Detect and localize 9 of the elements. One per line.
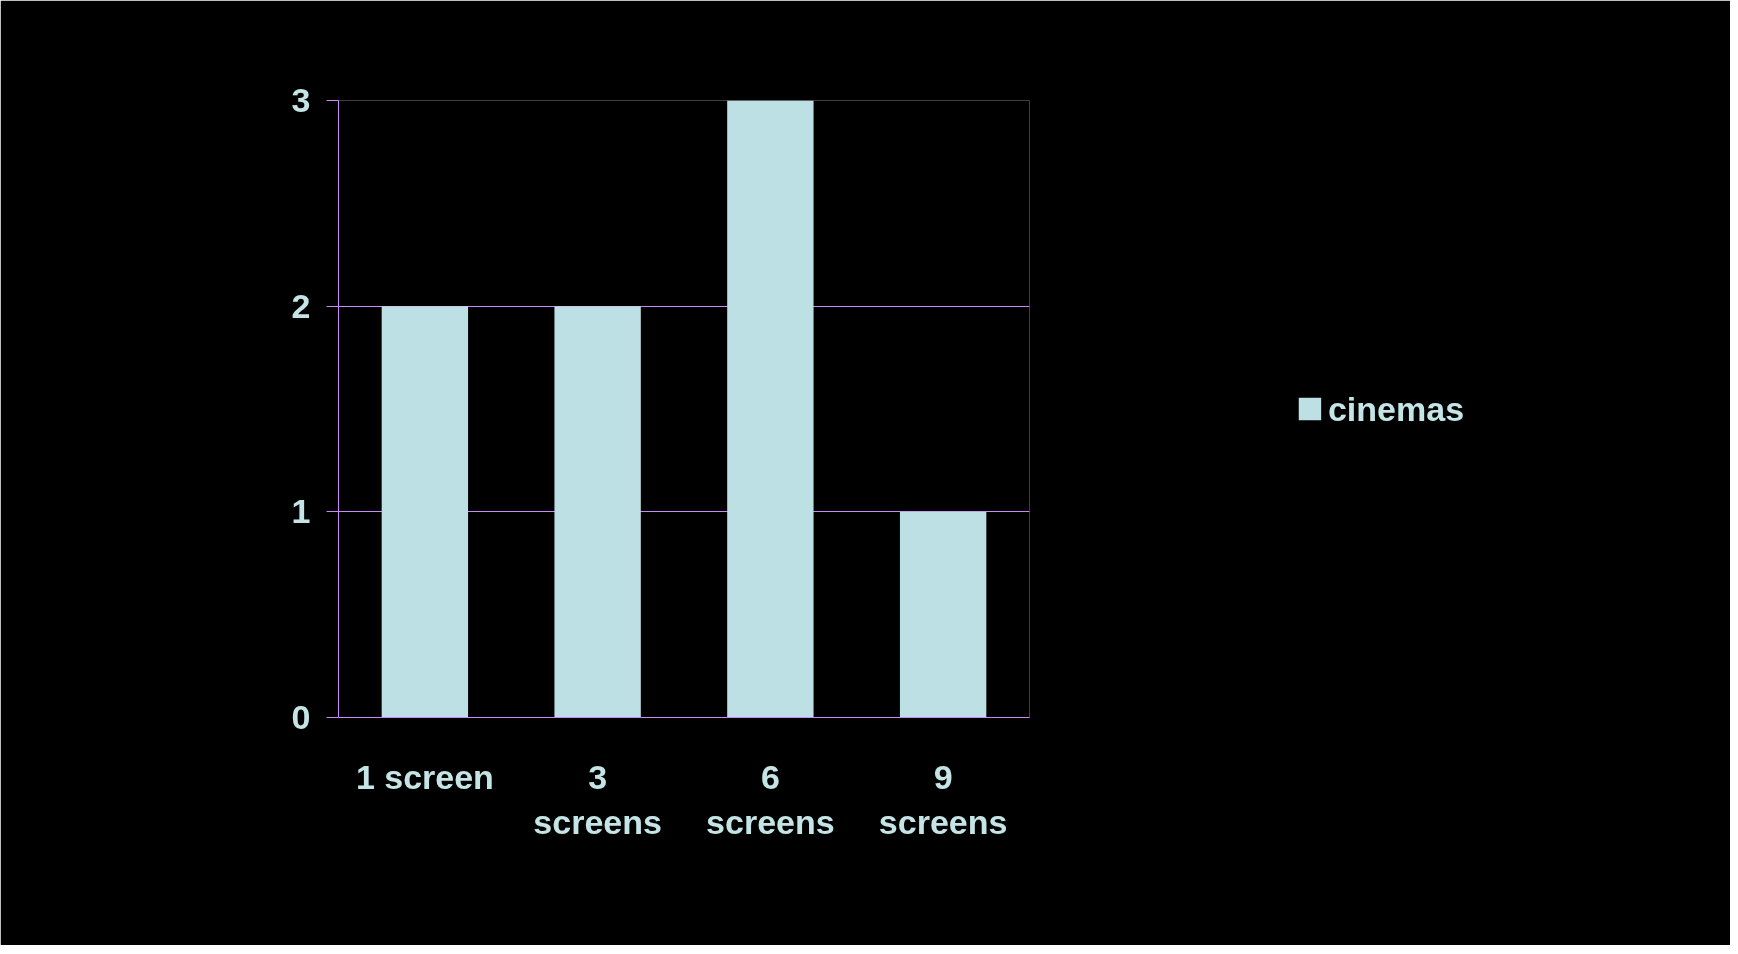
x-tick-label: 3 screens [533,757,662,842]
x-tick-label: 9 screens [878,757,1008,842]
y-tick-label: 2 [291,286,311,325]
y-tick-label: 3 [291,81,311,119]
legend-label: cinemas [1327,389,1465,428]
y-tick-label: 0 [291,698,311,736]
y-tick-label: 1 [291,492,311,531]
x-tick-label: 6 screens [706,757,835,842]
x-tick-label: 1 screen [355,757,494,796]
